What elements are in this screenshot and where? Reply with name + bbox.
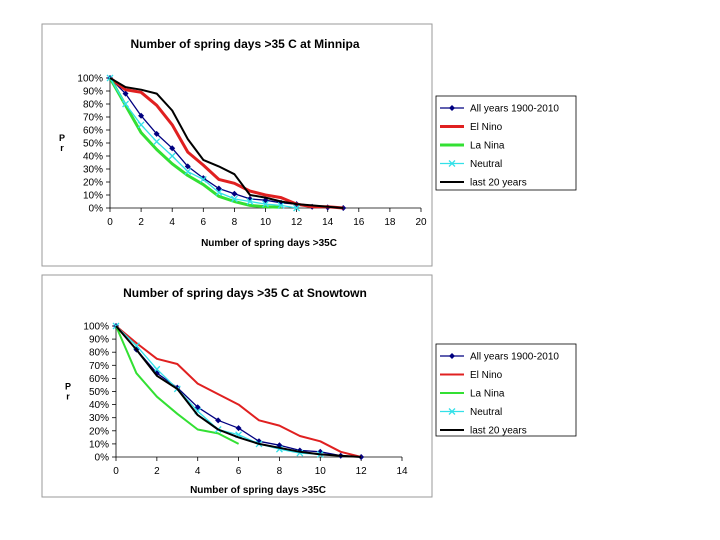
data-point (231, 190, 238, 197)
x-tick-label: 20 (415, 217, 427, 228)
y-tick-label: 100% (77, 74, 103, 85)
legend-marker (448, 160, 456, 167)
series-last-20-years (115, 325, 362, 458)
y-tick-label: 20% (83, 178, 103, 189)
y-tick-label: 0% (89, 204, 104, 215)
chart-title: Number of spring days >35 C at Minnipa (130, 37, 359, 51)
series-last-20-years (109, 77, 344, 209)
y-tick-label: 10% (83, 191, 103, 202)
y-tick-label: 40% (89, 400, 109, 411)
chart-area-minnipa (41, 23, 433, 267)
y-tick-label: 90% (89, 335, 109, 346)
data-point (138, 112, 145, 119)
x-tick-label: 4 (169, 217, 175, 228)
legend-marker (448, 408, 456, 415)
data-point (199, 175, 207, 183)
x-tick-label: 6 (201, 217, 207, 228)
data-point (246, 198, 254, 205)
y-tick-label: 40% (83, 152, 103, 163)
y-tick-label: 80% (89, 348, 109, 359)
x-tick-label: 12 (291, 217, 303, 228)
series-line (115, 325, 240, 445)
x-tick-label: 8 (277, 466, 283, 477)
x-tick-label: 4 (195, 466, 201, 477)
x-tick-label: 12 (356, 466, 368, 477)
data-point (200, 175, 207, 182)
legend-label: El Nino (470, 370, 503, 381)
x-tick-label: 8 (232, 217, 238, 228)
y-axis-label: r (60, 143, 64, 153)
series-line (115, 325, 362, 458)
legend-label: last 20 years (470, 426, 527, 437)
data-point (153, 130, 160, 137)
x-tick-label: 6 (236, 466, 242, 477)
x-axis-label: Number of spring days >35C (201, 238, 337, 249)
y-tick-label: 80% (83, 100, 103, 111)
y-tick-label: 90% (83, 87, 103, 98)
y-tick-label: 100% (83, 322, 109, 333)
y-tick-label: 60% (83, 126, 103, 137)
legend-label: Neutral (470, 159, 502, 170)
legend-label: last 20 years (470, 178, 527, 189)
y-tick-label: 10% (89, 439, 109, 450)
data-point (168, 152, 176, 160)
data-point (184, 168, 192, 176)
x-tick-label: 2 (154, 466, 160, 477)
chart-title: Number of spring days >35 C at Snowtown (123, 286, 367, 300)
legend-marker (449, 353, 455, 359)
x-tick-label: 0 (113, 466, 119, 477)
data-point (293, 204, 301, 212)
data-point (215, 417, 222, 424)
y-tick-label: 50% (89, 387, 109, 398)
legend-label: La Nina (470, 141, 505, 152)
legend-label: La Nina (470, 389, 505, 400)
data-point (230, 195, 238, 203)
y-tick-label: 50% (83, 139, 103, 150)
legend-marker (449, 105, 455, 111)
data-point (137, 121, 145, 129)
data-point (153, 365, 161, 373)
legend-label: All years 1900-2010 (470, 352, 559, 363)
chart-1: 0% 10% 20% 30% 40% 50% 60% 70% 80% 90% 100% 0 2 4 6 8 10… (65, 322, 559, 478)
y-axis-label: r (66, 392, 70, 402)
y-tick-label: 70% (83, 113, 103, 124)
legend-label: Neutral (470, 407, 502, 418)
x-tick-label: 0 (107, 217, 113, 228)
x-tick-label: 10 (260, 217, 272, 228)
legend-label: El Nino (470, 122, 503, 133)
data-point (169, 145, 176, 152)
data-point (122, 90, 129, 97)
series-line (109, 77, 344, 209)
x-tick-label: 14 (396, 466, 408, 477)
y-tick-label: 30% (89, 413, 109, 424)
y-tick-label: 20% (89, 426, 109, 437)
legend-label: All years 1900-2010 (470, 104, 559, 115)
data-point (122, 100, 130, 108)
data-point (235, 425, 242, 432)
x-tick-label: 2 (138, 217, 144, 228)
legend-box (435, 343, 577, 437)
x-tick-label: 14 (322, 217, 334, 228)
data-point (153, 138, 161, 146)
data-point (262, 200, 269, 208)
y-tick-label: 0% (95, 453, 110, 464)
x-axis-label: Number of spring days >35C (190, 485, 326, 496)
y-tick-label: 70% (89, 361, 109, 372)
x-tick-label: 18 (384, 217, 396, 228)
y-axis-label: P (65, 382, 71, 392)
data-point (215, 188, 223, 196)
data-point (184, 163, 191, 170)
series-el-nino (115, 325, 362, 458)
y-axis-label: P (59, 133, 65, 143)
chart-0: 0% 10% 20% 30% 40% 50% 60% 70% 80% 90% 100% 0 2 4 6 8 10… (59, 74, 559, 229)
legend-box (435, 95, 577, 191)
series-line (115, 325, 362, 458)
y-tick-label: 30% (83, 165, 103, 176)
chart-area-snowtown (41, 274, 433, 498)
x-tick-label: 16 (353, 217, 365, 228)
x-tick-label: 10 (315, 466, 327, 477)
y-tick-label: 60% (89, 374, 109, 385)
data-point (277, 201, 285, 209)
